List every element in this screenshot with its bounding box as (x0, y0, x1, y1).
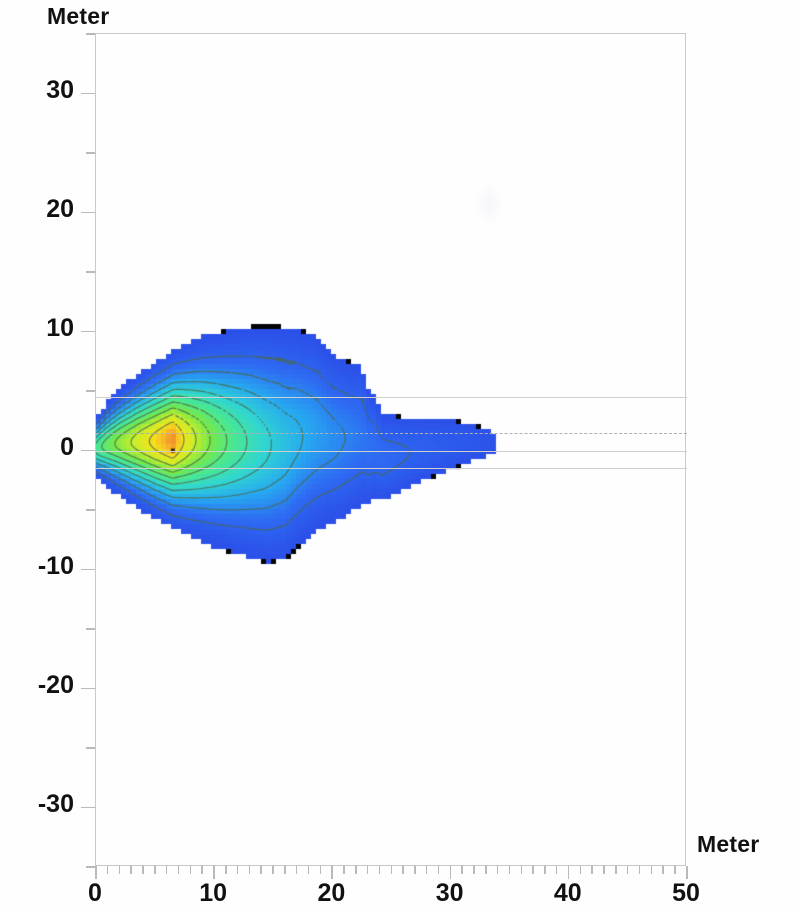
x-tick-minor (485, 866, 487, 874)
y-tick-minor (86, 628, 95, 630)
x-tick-minor (496, 866, 499, 874)
x-tick-minor (638, 866, 641, 874)
y-tick-major (81, 687, 95, 689)
y-tick-label: -10 (37, 551, 74, 580)
x-tick-minor (154, 866, 156, 874)
x-tick-minor (260, 866, 262, 874)
x-tick-minor (130, 866, 132, 874)
x-tick-minor (295, 866, 298, 874)
y-tick-minor (86, 866, 95, 868)
x-tick-minor (473, 866, 475, 874)
x-tick-minor (307, 866, 310, 874)
x-axis-title: Meter (697, 831, 760, 857)
reference-line-solid (96, 396, 687, 398)
x-tick-minor (508, 866, 511, 874)
x-tick-major (449, 866, 452, 879)
y-tick-major (81, 330, 95, 332)
x-tick-minor (425, 866, 428, 874)
x-tick-minor (284, 866, 286, 874)
x-tick-minor (225, 866, 227, 874)
x-tick-label: 30 (435, 879, 464, 907)
x-tick-minor (650, 866, 653, 874)
y-tick-label: 0 (60, 432, 74, 461)
x-tick-major (95, 866, 97, 879)
x-tick-minor (201, 866, 203, 874)
x-tick-minor (591, 866, 593, 874)
x-tick-minor (603, 866, 605, 874)
x-tick-minor (390, 866, 392, 874)
x-tick-minor (343, 866, 345, 874)
reference-line-solid (96, 468, 687, 470)
x-tick-minor (366, 866, 369, 874)
x-tick-minor (626, 866, 629, 874)
x-tick-major (567, 866, 570, 879)
y-tick-major (81, 806, 95, 808)
y-tick-label: -20 (37, 670, 74, 699)
y-tick-minor (86, 33, 95, 35)
x-tick-label: 20 (317, 879, 346, 907)
y-tick-label: 20 (46, 194, 74, 223)
y-tick-major (81, 449, 95, 451)
y-tick-label: -30 (37, 789, 74, 818)
x-tick-minor (544, 866, 546, 874)
x-tick-major (331, 866, 333, 879)
x-tick-minor (414, 866, 416, 874)
x-tick-minor (189, 866, 192, 874)
y-axis-title: Meter (47, 3, 110, 29)
x-tick-major (686, 866, 688, 879)
x-tick-minor (579, 866, 582, 874)
plot-frame (95, 33, 687, 867)
x-tick-minor (165, 866, 168, 874)
x-tick-minor (319, 866, 322, 874)
x-tick-minor (142, 866, 144, 874)
y-tick-minor (86, 271, 95, 273)
y-tick-minor (86, 747, 95, 749)
y-tick-major (81, 211, 95, 213)
x-tick-minor (674, 866, 676, 874)
x-tick-minor (615, 866, 617, 874)
x-tick-label: 50 (672, 879, 700, 907)
x-tick-minor (461, 866, 463, 874)
x-tick-minor (532, 866, 534, 874)
image-artifact (476, 184, 502, 224)
x-tick-minor (662, 866, 664, 874)
x-tick-minor (272, 866, 274, 874)
x-tick-minor (378, 866, 381, 874)
y-tick-minor (86, 509, 95, 511)
x-tick-minor (355, 866, 357, 874)
x-tick-minor (555, 866, 558, 874)
x-tick-minor (177, 866, 180, 874)
y-tick-label: 10 (46, 313, 74, 342)
x-tick-label: 40 (553, 879, 582, 907)
reference-line-solid (96, 450, 687, 452)
x-tick-label: 0 (88, 879, 102, 907)
x-tick-minor (437, 866, 440, 874)
reference-line-dashed (96, 432, 687, 434)
y-tick-major (81, 568, 95, 570)
x-tick-minor (118, 866, 121, 874)
y-tick-minor (86, 152, 95, 154)
y-tick-minor (86, 390, 95, 392)
x-tick-minor (248, 866, 251, 874)
x-tick-label: 10 (199, 879, 228, 907)
x-tick-major (213, 866, 215, 879)
y-tick-label: 30 (46, 75, 74, 104)
x-tick-minor (402, 866, 404, 874)
x-tick-minor (520, 866, 523, 874)
x-tick-minor (236, 866, 239, 874)
x-tick-minor (106, 866, 109, 874)
y-tick-major (81, 92, 95, 94)
